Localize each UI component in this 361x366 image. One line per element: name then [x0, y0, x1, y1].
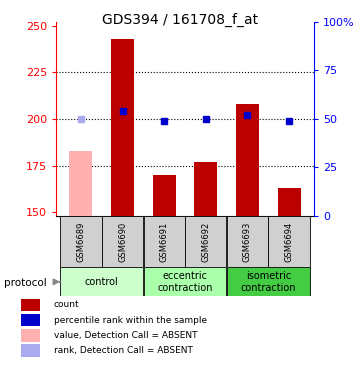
Text: control: control: [85, 277, 119, 287]
Text: protocol: protocol: [4, 277, 46, 288]
Text: rank, Detection Call = ABSENT: rank, Detection Call = ABSENT: [54, 346, 193, 355]
Bar: [60, 216, 101, 267]
Text: isometric
contraction: isometric contraction: [240, 271, 296, 293]
Text: GSM6689: GSM6689: [77, 221, 86, 262]
Bar: [194, 162, 217, 216]
Text: percentile rank within the sample: percentile rank within the sample: [54, 315, 207, 325]
Bar: [153, 175, 176, 216]
Text: GSM6690: GSM6690: [118, 221, 127, 262]
Bar: [102, 216, 143, 267]
Text: value, Detection Call = ABSENT: value, Detection Call = ABSENT: [54, 331, 197, 340]
Text: GSM6692: GSM6692: [201, 221, 210, 262]
Text: GSM6694: GSM6694: [284, 221, 293, 262]
Bar: [227, 216, 268, 267]
Bar: [269, 216, 310, 267]
Bar: [69, 151, 92, 216]
Bar: [21, 329, 40, 342]
Bar: [144, 216, 185, 267]
Bar: [21, 314, 40, 326]
Bar: [185, 216, 226, 267]
Text: eccentric
contraction: eccentric contraction: [157, 271, 213, 293]
Bar: [21, 299, 40, 311]
Text: GSM6693: GSM6693: [243, 221, 252, 262]
Text: GSM6691: GSM6691: [160, 221, 169, 262]
Text: GDS394 / 161708_f_at: GDS394 / 161708_f_at: [103, 13, 258, 27]
Bar: [144, 267, 226, 296]
Bar: [60, 267, 143, 296]
Bar: [227, 267, 310, 296]
Bar: [278, 188, 301, 216]
Bar: [236, 104, 259, 216]
Bar: [111, 39, 134, 216]
Text: count: count: [54, 300, 79, 309]
Bar: [21, 344, 40, 357]
